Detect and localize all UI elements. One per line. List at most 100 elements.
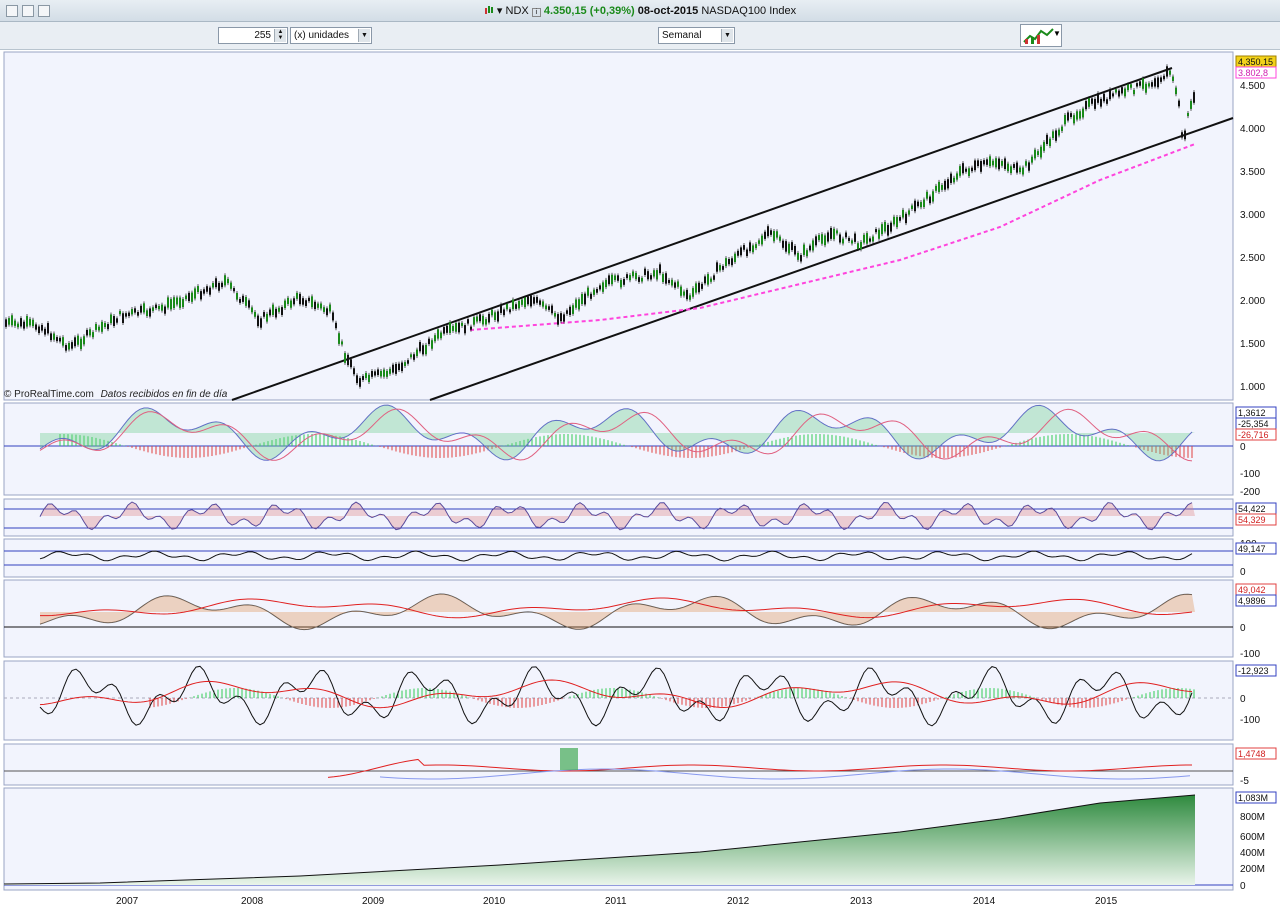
chevron-down-icon[interactable]: ▼ bbox=[358, 29, 370, 42]
value-tag-text: 49,042 bbox=[1238, 585, 1266, 595]
candle-body bbox=[299, 293, 301, 305]
chevron-down-icon[interactable]: ▼ bbox=[721, 29, 733, 42]
channel-upper-line bbox=[231, 67, 1173, 401]
chart-area[interactable]: 4.500 4.000 3.500 3.000 2.500 2.000 1.500 1.000… bbox=[0, 50, 1280, 910]
candle-body bbox=[563, 314, 565, 322]
panel-adx bbox=[3, 579, 1234, 658]
window-minimize-button[interactable] bbox=[22, 5, 34, 17]
candle-body bbox=[1001, 161, 1003, 166]
candle-body bbox=[644, 268, 646, 275]
candle-body bbox=[119, 311, 121, 315]
candle-body bbox=[545, 305, 547, 310]
candle-body bbox=[494, 312, 496, 320]
candle-body bbox=[599, 285, 601, 290]
candle-body bbox=[749, 242, 751, 252]
candle-body bbox=[845, 232, 847, 238]
window-close-button[interactable] bbox=[6, 5, 18, 17]
candle-body bbox=[761, 235, 763, 245]
window-maximize-button[interactable] bbox=[38, 5, 50, 17]
chevron-down-icon[interactable]: ▼ bbox=[1053, 29, 1061, 38]
candle-body bbox=[527, 296, 529, 305]
candle-body bbox=[1094, 98, 1096, 109]
candle-body bbox=[965, 168, 967, 172]
y-axis-label: -100 bbox=[1240, 649, 1260, 660]
candle-body bbox=[764, 231, 766, 239]
candle-body bbox=[566, 310, 568, 314]
candle-body bbox=[68, 343, 70, 350]
candle-body bbox=[1058, 129, 1060, 136]
candle-body bbox=[482, 315, 484, 325]
candle-body bbox=[587, 287, 589, 296]
stochastic-line-fill bbox=[40, 502, 1195, 530]
candle-body bbox=[1061, 126, 1063, 131]
candle-body bbox=[167, 297, 169, 308]
channel-lower-line bbox=[429, 117, 1234, 401]
period-select-label: Semanal bbox=[662, 30, 702, 41]
candle-body bbox=[470, 326, 472, 330]
candle-body bbox=[767, 226, 769, 237]
candle-body bbox=[1187, 112, 1189, 117]
candle-body bbox=[143, 303, 145, 313]
candle-body bbox=[920, 202, 922, 208]
symbol-dropdown-icon[interactable]: ▾ bbox=[496, 5, 503, 17]
candle-body bbox=[407, 360, 409, 364]
value-tag bbox=[1235, 428, 1277, 441]
candle-body bbox=[104, 323, 106, 328]
candle-body bbox=[926, 191, 928, 199]
candle-body bbox=[521, 299, 523, 305]
candle-body bbox=[71, 342, 73, 349]
units-stepper[interactable]: ▲ ▼ bbox=[274, 29, 286, 42]
candle-body bbox=[875, 229, 877, 233]
candle-body bbox=[53, 333, 55, 340]
candle-body bbox=[365, 373, 367, 379]
candle-body bbox=[389, 368, 391, 374]
signal-line bbox=[39, 408, 1193, 462]
candle-body bbox=[242, 295, 244, 302]
period-select[interactable]: Semanal ▼ bbox=[658, 27, 735, 44]
candle-body bbox=[446, 325, 448, 333]
units-input[interactable]: 255 ▲ ▼ bbox=[218, 27, 288, 44]
candle-body bbox=[704, 276, 706, 284]
chart-date: 08-oct-2015 bbox=[637, 5, 699, 17]
candle-body bbox=[932, 191, 934, 202]
info-icon[interactable]: i bbox=[531, 8, 541, 17]
value-tag bbox=[1235, 513, 1277, 526]
candle-body bbox=[356, 375, 358, 384]
x-axis-label: 2011 bbox=[605, 896, 627, 907]
candle-body bbox=[1184, 130, 1186, 140]
candle-body bbox=[530, 295, 532, 307]
candle-body bbox=[1106, 99, 1108, 104]
candle-body bbox=[728, 258, 730, 265]
candle-body bbox=[605, 279, 607, 288]
candle-body bbox=[638, 277, 640, 282]
value-tag-text: 1,3612 bbox=[1238, 408, 1266, 418]
candle-body bbox=[785, 241, 787, 252]
units-select[interactable]: (x) unidades ▼ bbox=[290, 27, 372, 44]
candle-body bbox=[740, 247, 742, 256]
candle-body bbox=[866, 233, 868, 244]
candle-body bbox=[14, 320, 16, 326]
small-line bbox=[327, 758, 1193, 778]
candle-body bbox=[422, 345, 424, 355]
x-axis-label: 2013 bbox=[850, 896, 873, 907]
candle-body bbox=[758, 240, 760, 244]
y-axis-label: 600M bbox=[1240, 832, 1265, 843]
value-tag-text: -26,716 bbox=[1238, 430, 1269, 440]
candle-body bbox=[902, 209, 904, 218]
instrument-name: NASDAQ100 Index bbox=[701, 5, 797, 17]
chart-canvas[interactable]: 4.500 4.000 3.500 3.000 2.500 2.000 1.500 1.000… bbox=[0, 50, 1280, 910]
candle-body bbox=[302, 298, 304, 305]
chart-style-button[interactable]: ▼ bbox=[1020, 24, 1062, 47]
panel-price bbox=[3, 51, 1234, 401]
candle-body bbox=[173, 297, 175, 309]
chart-style-icon bbox=[1023, 28, 1054, 44]
chart-type-icon[interactable] bbox=[484, 5, 494, 15]
candle-body bbox=[101, 321, 103, 332]
candle-body bbox=[161, 304, 163, 311]
candle-body bbox=[350, 359, 352, 368]
candle-body bbox=[65, 345, 67, 351]
candle-body bbox=[461, 322, 463, 326]
volume-line bbox=[3, 794, 1196, 885]
candle-body bbox=[899, 217, 901, 221]
candle-body bbox=[1082, 108, 1084, 118]
